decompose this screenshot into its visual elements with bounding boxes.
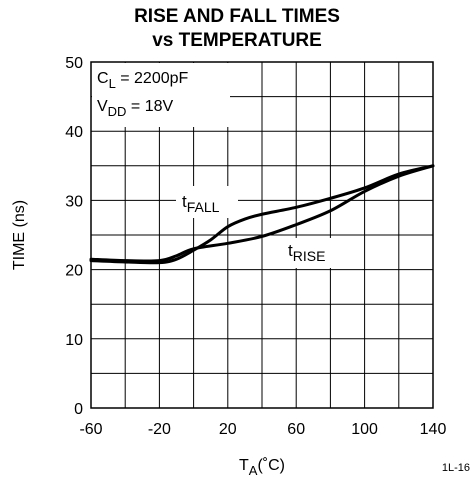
condition-voltage-main: V (97, 98, 108, 115)
condition-voltage-sub: DD (108, 104, 127, 119)
x-tick-label: 60 (287, 421, 305, 438)
y-tick-label: 30 (65, 193, 83, 210)
series-label-rise-main: t (288, 241, 293, 260)
rise-label-bg (284, 238, 344, 268)
y-tick-label: 10 (65, 332, 83, 349)
condition-capacitance: CL = 2200pF (97, 70, 189, 91)
x-tick-label: -20 (148, 421, 171, 438)
series-line-rise (89, 164, 435, 263)
condition-voltage-rest: = 18V (126, 98, 173, 115)
x-axis-label-sub: A (249, 463, 258, 478)
x-axis-label: TA(˚C) (239, 457, 285, 478)
series-label-fall-main: t (182, 192, 187, 211)
chart-title-line2: vs TEMPERATURE (152, 30, 322, 51)
x-tick-label: 100 (351, 421, 378, 438)
x-axis-label-rest: (˚C) (257, 457, 285, 474)
y-tick-label: 20 (65, 263, 83, 280)
x-tick-label: 140 (420, 421, 447, 438)
condition-voltage: VDD = 18V (97, 98, 173, 119)
series-label-fall-sub: FALL (187, 199, 220, 215)
chart-title-line1: RISE AND FALL TIMES (134, 6, 340, 27)
series-label-rise-sub: RISE (293, 248, 326, 264)
series-label-fall: tFALL (182, 192, 220, 215)
y-axis-label: TIME (ns) (11, 200, 28, 270)
plot-frame (90, 61, 434, 409)
y-tick-label: 50 (65, 55, 83, 72)
condition-capacitance-main: C (97, 70, 109, 87)
y-tick-label: 40 (65, 124, 83, 141)
fall-label-bg (176, 186, 238, 218)
y-tick-label: 0 (74, 401, 83, 418)
x-tick-label: -60 (79, 421, 102, 438)
condition-capacitance-sub: L (109, 76, 116, 91)
x-tick-label: 20 (219, 421, 237, 438)
x-axis-label-main: T (239, 457, 249, 474)
conditions-box (92, 63, 230, 127)
condition-capacitance-rest: = 2200pF (116, 70, 189, 87)
series-label-rise: tRISE (288, 241, 325, 264)
series-line-fall (89, 164, 435, 265)
figure-id: 1L-16 (441, 462, 470, 474)
